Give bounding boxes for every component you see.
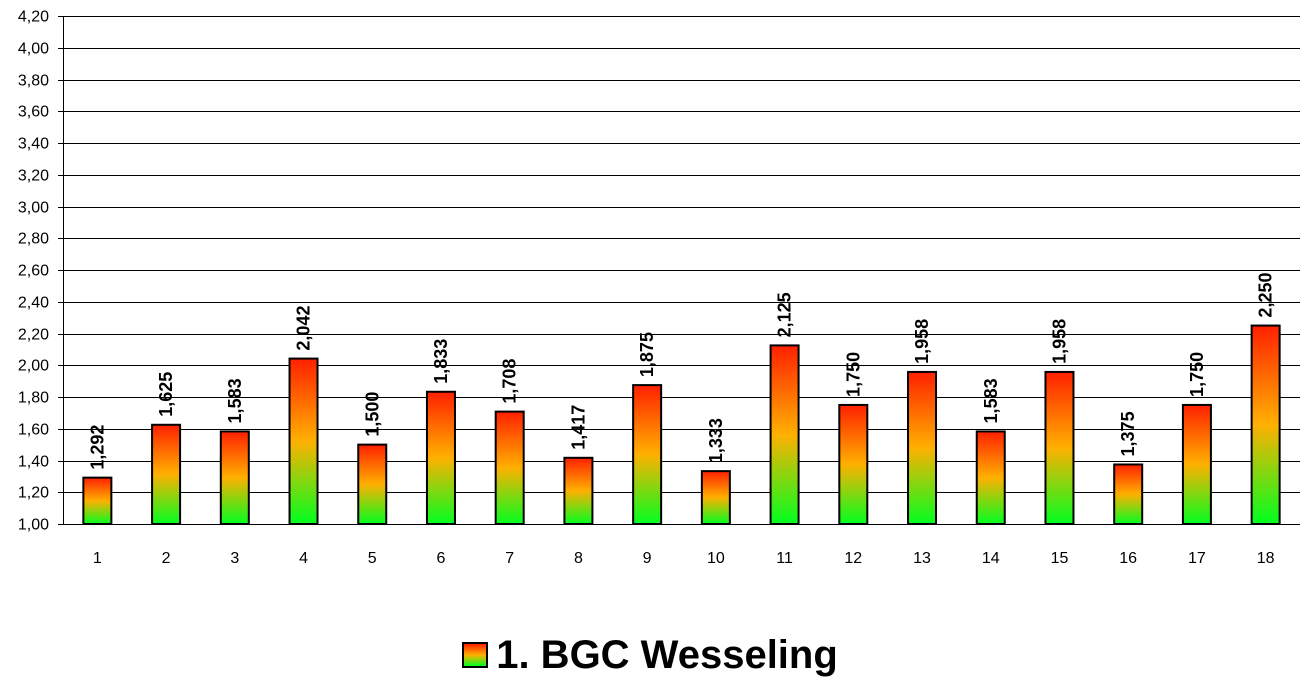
bar <box>700 470 731 526</box>
legend-label: 1. BGC Wesseling <box>496 633 838 677</box>
y-tick-label: 2,80 <box>18 231 49 248</box>
x-tick-label: 14 <box>982 550 1000 567</box>
y-tick-label: 4,20 <box>18 9 49 26</box>
bar <box>632 384 663 525</box>
y-tick-label: 3,60 <box>18 104 49 121</box>
data-label: 2,042 <box>294 306 314 351</box>
data-label: 2,250 <box>1256 273 1276 318</box>
y-tick-label: 1,20 <box>18 485 49 502</box>
bar <box>838 403 869 525</box>
y-tick-label: 1,00 <box>18 517 49 534</box>
data-label: 1,750 <box>1187 352 1207 397</box>
y-tick-label: 2,60 <box>18 263 49 280</box>
bars <box>82 324 1281 526</box>
x-tick-label: 7 <box>505 550 514 567</box>
legend: 1. BGC Wesseling <box>0 630 1300 680</box>
bar <box>1044 370 1075 526</box>
bar <box>1113 463 1144 525</box>
y-tick-label: 1,40 <box>18 454 49 471</box>
bar <box>82 476 113 525</box>
x-tick-label: 18 <box>1257 550 1275 567</box>
x-tick-label: 16 <box>1119 550 1137 567</box>
data-label: 1,375 <box>1118 411 1138 456</box>
x-axis-tick-labels: 1 2 3 4 5 6 7 8 9 10 11 12 13 14 15 16 17 18 <box>93 550 1275 567</box>
y-tick-label: 3,00 <box>18 200 49 217</box>
y-axis-tick-labels: 1,00 1,20 1,40 1,60 1,80 2,00 2,20 2,40 2,60 2,80… <box>18 9 49 534</box>
bar <box>1250 324 1281 525</box>
data-label: 1,958 <box>1049 319 1069 364</box>
y-tick-label: 3,20 <box>18 168 49 185</box>
bar <box>288 357 319 525</box>
x-tick-label: 13 <box>913 550 931 567</box>
x-tick-label: 6 <box>437 550 446 567</box>
x-tick-label: 9 <box>643 550 652 567</box>
x-tick-label: 17 <box>1188 550 1206 567</box>
x-tick-label: 4 <box>299 550 308 567</box>
bar <box>357 443 388 525</box>
x-tick-label: 5 <box>368 550 377 567</box>
data-label: 1,500 <box>362 392 382 437</box>
data-label: 1,583 <box>225 378 245 423</box>
x-tick-label: 2 <box>162 550 171 567</box>
data-label: 1,625 <box>156 372 176 417</box>
data-label: 2,125 <box>775 292 795 337</box>
y-tick-label: 1,80 <box>18 390 49 407</box>
legend-swatch <box>462 642 489 668</box>
bar <box>494 410 525 526</box>
gridlines <box>58 16 1300 525</box>
data-label: 1,833 <box>431 339 451 384</box>
bar <box>769 344 800 525</box>
y-tick-label: 3,80 <box>18 73 49 90</box>
bar <box>151 423 182 525</box>
x-tick-label: 11 <box>776 550 793 567</box>
data-label: 1,708 <box>500 359 520 404</box>
data-label: 1,417 <box>568 405 588 450</box>
x-tick-label: 3 <box>230 550 239 567</box>
y-tick-label: 3,40 <box>18 136 49 153</box>
bar <box>425 390 456 526</box>
bar <box>563 456 594 525</box>
bar <box>219 430 250 526</box>
data-label: 1,583 <box>981 378 1001 423</box>
y-tick-label: 2,20 <box>18 327 49 344</box>
y-tick-label: 2,00 <box>18 358 49 375</box>
y-tick-label: 1,60 <box>18 422 49 439</box>
bar <box>907 370 938 526</box>
y-tick-label: 2,40 <box>18 295 49 312</box>
x-tick-label: 15 <box>1051 550 1069 567</box>
bar-chart: 1,00 1,20 1,40 1,60 1,80 2,00 2,20 2,40 2,60 2,80… <box>18 9 1300 567</box>
data-label: 1,750 <box>843 352 863 397</box>
data-label: 1,875 <box>637 332 657 377</box>
y-tick-label: 4,00 <box>18 41 49 58</box>
data-label: 1,333 <box>706 418 726 463</box>
bar <box>1181 403 1212 525</box>
bar <box>975 430 1006 526</box>
data-labels: 1,292 1,625 1,583 2,042 1,500 1,833 1,708 1,417… <box>87 273 1275 470</box>
data-label: 1,292 <box>87 425 107 470</box>
x-tick-label: 8 <box>574 550 583 567</box>
x-tick-label: 12 <box>844 550 862 567</box>
x-tick-label: 10 <box>707 550 725 567</box>
x-tick-label: 1 <box>93 550 102 567</box>
data-label: 1,958 <box>912 319 932 364</box>
